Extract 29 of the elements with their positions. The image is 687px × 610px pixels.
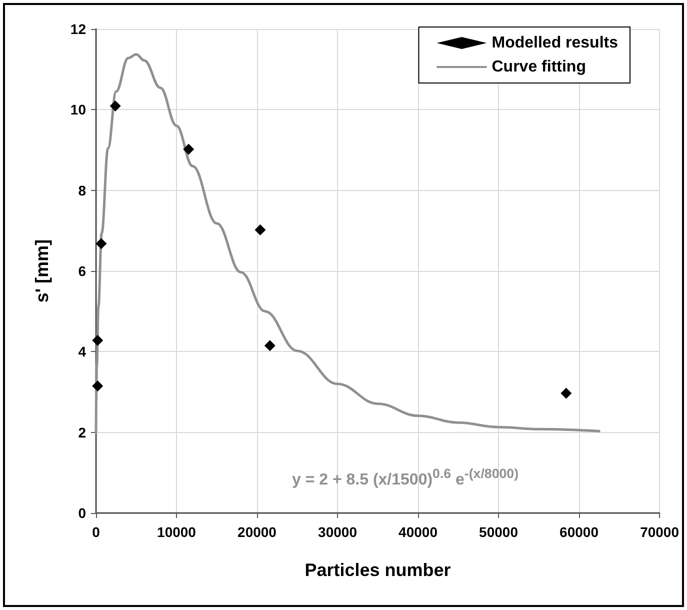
annotation: y = 2 + 8.5 (x/1500)$^{0.6}$ e$^{-(x/8000)}$ [292,466,519,490]
legend-label: Curve fitting [492,58,586,76]
y-tick-label: 4 [78,344,86,360]
point [560,388,572,399]
point [110,100,121,112]
x-tick-label: 50000 [479,524,518,540]
legend-label: Modelled results [492,34,618,52]
x-tick-label: 40000 [398,524,438,540]
point [254,224,266,236]
x-tick-label: 30000 [318,524,358,540]
x-tick-label: 10000 [157,524,196,540]
x-tick-label: 70000 [640,524,680,540]
point [92,380,104,392]
y-tick-label: 6 [78,263,86,279]
x-tick-label: 60000 [560,524,599,540]
line-series [94,53,600,434]
y-tick-label: 12 [70,21,86,37]
y-tick-label: 8 [78,182,86,198]
x-tick-label: 20000 [238,524,277,540]
x-tick-label: 0 [92,524,100,540]
point [264,340,276,352]
y-tick-label: 2 [78,424,86,440]
y-tick-label: 10 [70,102,86,118]
point [96,238,107,250]
point [92,334,104,346]
point [183,144,194,155]
x-axis-title: Particles number [304,560,451,580]
y-axis-title: s' [mm] [32,239,52,303]
y-tick-label: 0 [78,505,86,521]
